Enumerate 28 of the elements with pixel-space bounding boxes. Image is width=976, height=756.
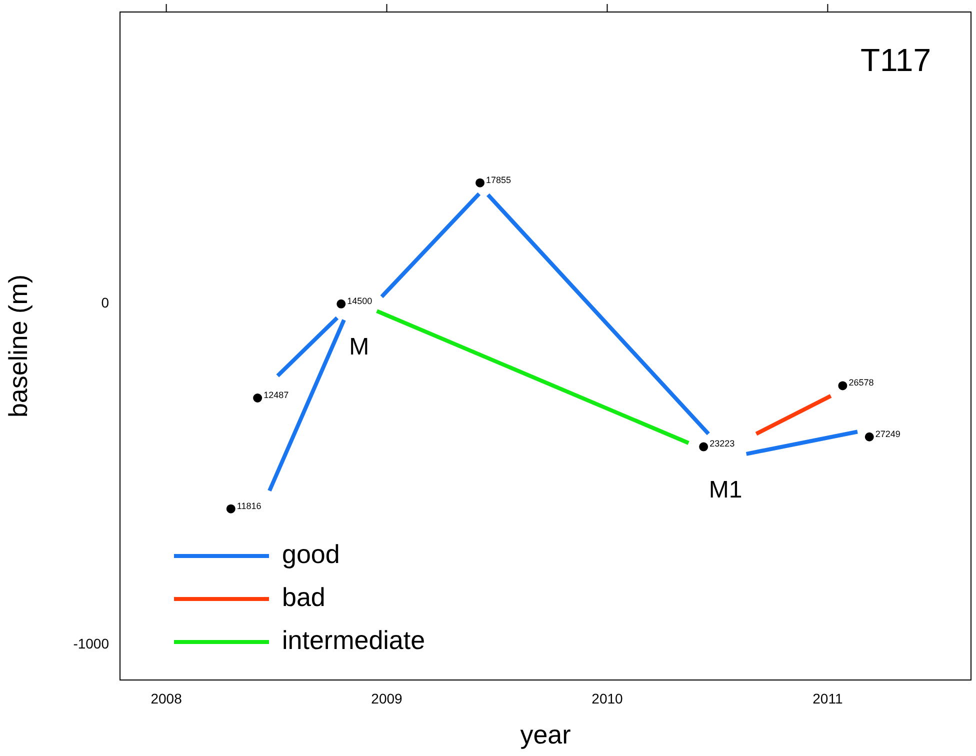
annotation: 27249 [875,428,900,439]
annotation: 26578 [848,378,874,388]
point [336,299,346,308]
annotation: M1 [708,476,742,504]
annotation: 11816 [236,500,262,511]
legend-label: good [282,539,340,570]
annotation: 17855 [486,174,512,185]
point [253,394,262,402]
point [864,432,874,442]
x-tick-label: 2009 [371,690,403,706]
x-tick-label: 2008 [150,690,182,706]
annotation: M [349,334,370,361]
x-tick-label: 2011 [812,690,843,706]
y-tick-label: -1000 [73,636,110,652]
legend-label: intermediate [282,625,426,656]
text: T117 [860,42,931,78]
y-axis-title: baseline (m) [2,274,33,418]
x-axis-title: year [520,720,572,750]
y-tick-label: 0 [101,294,110,311]
annotation: 14500 [347,296,372,306]
annotation: 12487 [264,390,289,400]
point [838,381,848,390]
x-tick-label: 2010 [592,690,624,706]
point [699,442,708,452]
annotation: 23223 [710,438,735,449]
point [226,504,236,514]
legend-label: bad [282,582,326,612]
point [476,178,485,188]
